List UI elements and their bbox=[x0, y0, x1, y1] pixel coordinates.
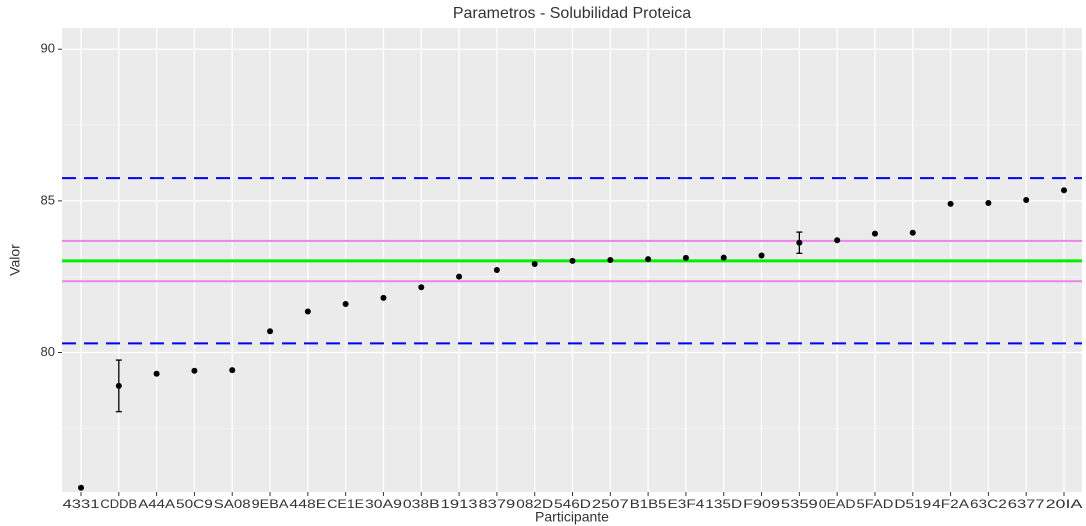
point bbox=[191, 367, 198, 374]
point bbox=[304, 308, 311, 315]
x-tick-label: 038B bbox=[403, 497, 440, 511]
point bbox=[720, 254, 727, 261]
point bbox=[153, 370, 160, 377]
x-tick-label: 0EAD bbox=[819, 497, 856, 511]
point bbox=[229, 367, 236, 374]
point bbox=[342, 300, 349, 307]
point bbox=[796, 239, 803, 246]
x-axis-label: Participante bbox=[535, 509, 609, 525]
y-tick-label: 90 bbox=[41, 41, 55, 56]
x-tick-label: A44A bbox=[138, 497, 175, 511]
point bbox=[909, 229, 916, 236]
x-tick-label: 546D bbox=[554, 497, 591, 511]
point bbox=[78, 484, 84, 491]
point bbox=[267, 328, 274, 335]
point bbox=[115, 382, 122, 389]
x-tick-label: F909 bbox=[743, 497, 780, 511]
chart-title: Parametros - Solubilidad Proteica bbox=[453, 5, 691, 22]
point bbox=[1061, 187, 1067, 194]
point bbox=[985, 199, 992, 206]
x-tick-label: E3F4 bbox=[668, 497, 705, 511]
x-tick-label: CE1E bbox=[327, 497, 364, 511]
x-tick-label: D519 bbox=[894, 497, 931, 511]
x-tick-label: 082D bbox=[516, 497, 553, 511]
x-tick-label: 30A9 bbox=[365, 497, 402, 511]
point bbox=[871, 230, 878, 237]
x-tick-label: SA08 bbox=[214, 497, 251, 511]
x-tick-label: 9EBA bbox=[252, 497, 289, 511]
point bbox=[682, 254, 689, 261]
x-tick-label: 63C2 bbox=[970, 497, 1007, 511]
point bbox=[493, 267, 500, 274]
x-tick-label: CDDB bbox=[100, 497, 137, 511]
point bbox=[1023, 196, 1030, 203]
y-tick-label: 85 bbox=[41, 192, 55, 207]
point bbox=[947, 200, 954, 207]
y-tick-label: 80 bbox=[41, 344, 55, 359]
x-tick-label: 1913 bbox=[441, 497, 478, 511]
x-tick-label: 2507 bbox=[592, 497, 629, 511]
x-tick-label: 5FAD bbox=[857, 497, 894, 511]
x-tick-label: 4F2A bbox=[932, 497, 969, 511]
point bbox=[758, 252, 765, 259]
point bbox=[418, 284, 425, 291]
x-tick-label: 448E bbox=[289, 497, 326, 511]
point bbox=[531, 260, 538, 267]
x-tick-label: 20IA bbox=[1046, 497, 1083, 511]
x-tick-label: 4331 bbox=[63, 497, 100, 511]
point bbox=[645, 256, 652, 263]
x-tick-label: 5359 bbox=[781, 497, 818, 511]
point bbox=[834, 237, 841, 244]
point bbox=[569, 257, 576, 264]
x-tick-label: 135D bbox=[705, 497, 742, 511]
x-tick-label: 6377 bbox=[1008, 497, 1045, 511]
point bbox=[380, 294, 387, 301]
x-tick-label: B1B5 bbox=[630, 497, 667, 511]
point bbox=[456, 273, 463, 280]
x-tick-label: 8379 bbox=[478, 497, 515, 511]
point bbox=[607, 257, 614, 263]
y-axis-label: Valor bbox=[7, 244, 23, 276]
x-tick-label: 50C9 bbox=[176, 497, 213, 511]
